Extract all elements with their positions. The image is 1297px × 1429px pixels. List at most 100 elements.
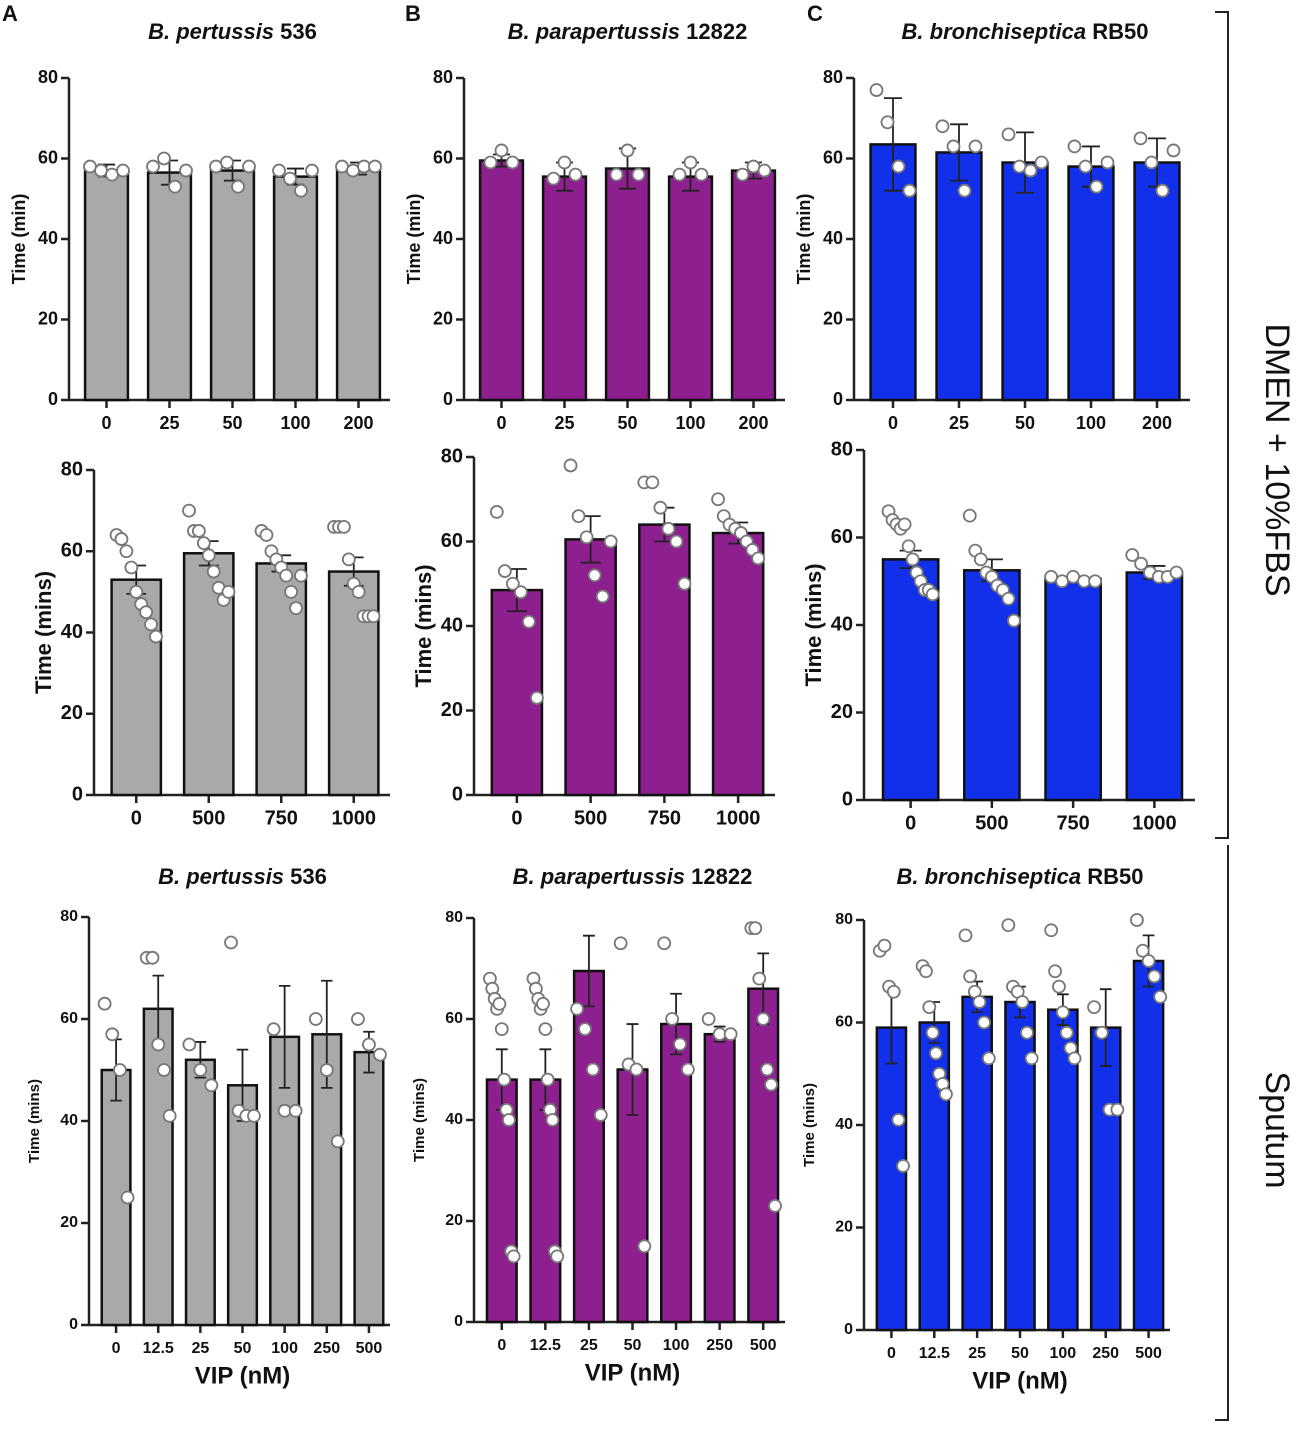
- data-point: [568, 167, 583, 182]
- x-tick-label: 0: [888, 413, 898, 433]
- bracket: [1215, 11, 1229, 1421]
- data-point: [723, 1027, 738, 1042]
- data-point: [901, 539, 916, 554]
- data-point: [631, 167, 646, 182]
- data-point: [201, 548, 216, 563]
- data-point: [1133, 131, 1148, 146]
- data-point: [366, 609, 381, 624]
- bar: [1089, 1026, 1122, 1332]
- data-point: [1088, 574, 1103, 589]
- x-tick-label: 25: [191, 1340, 209, 1357]
- x-tick-label: 50: [234, 1340, 252, 1357]
- data-point: [1147, 969, 1162, 984]
- x-tick-label: 0: [496, 413, 506, 433]
- data-point: [578, 1022, 592, 1036]
- y-axis-label: Time (mins): [801, 563, 826, 686]
- data-point: [958, 928, 973, 943]
- x-tick-label: 750: [648, 807, 681, 829]
- data-point: [259, 528, 274, 542]
- data-point: [757, 163, 772, 178]
- bar: [604, 167, 651, 402]
- data-point: [231, 179, 245, 194]
- data-point: [494, 143, 509, 158]
- data-point: [919, 964, 933, 979]
- data-point: [489, 505, 504, 519]
- bar: [209, 169, 256, 402]
- x-tick-label: 500: [356, 1340, 383, 1357]
- x-tick-label: 0: [497, 1337, 506, 1354]
- bar: [335, 167, 382, 402]
- data-point: [139, 605, 154, 620]
- bar: [110, 578, 163, 797]
- x-tick-label: 25: [949, 413, 969, 433]
- data-point: [220, 155, 234, 170]
- y-tick-label: 60: [831, 526, 853, 548]
- data-point: [362, 1037, 376, 1052]
- data-point: [294, 568, 308, 583]
- y-tick-label: 60: [823, 147, 843, 167]
- data-point: [305, 163, 319, 178]
- panel-label: A: [2, 1, 18, 26]
- data-point: [494, 1022, 509, 1036]
- x-tick-label: 100: [1050, 1345, 1077, 1362]
- y-tick-label: 60: [60, 1010, 78, 1027]
- x-tick-label: 200: [738, 413, 768, 433]
- title-strain: RB50: [1087, 864, 1143, 889]
- data-point: [124, 560, 139, 575]
- data-point: [279, 568, 294, 583]
- data-point: [677, 576, 692, 591]
- y-axis-label: Time (min): [404, 194, 424, 285]
- data-point: [756, 1012, 771, 1026]
- y-tick-label: 40: [433, 228, 453, 248]
- bar: [667, 175, 714, 402]
- data-point: [536, 996, 550, 1011]
- y-tick-label: 60: [445, 1010, 463, 1027]
- data-point: [1007, 613, 1021, 628]
- data-point: [585, 1062, 600, 1077]
- data-point: [1169, 565, 1184, 580]
- data-point: [925, 1025, 940, 1040]
- data-point: [973, 552, 988, 567]
- chart-title: B. bronchiseptica RB50: [897, 864, 1144, 889]
- x-tick-label: 500: [192, 807, 225, 829]
- bar: [703, 1032, 736, 1324]
- y-tick-label: 60: [835, 1014, 853, 1031]
- x-tick-label: 500: [574, 807, 607, 829]
- y-tick-label: 60: [61, 540, 83, 562]
- x-tick-label: 50: [624, 1337, 642, 1354]
- data-point: [112, 1063, 127, 1077]
- y-tick-label: 40: [835, 1116, 853, 1133]
- y-tick-label: 40: [61, 621, 83, 643]
- data-point: [694, 167, 709, 182]
- error-bar: [583, 934, 595, 1008]
- data-point: [151, 1037, 166, 1052]
- side-label: DMEN + 10%FBS: [1258, 323, 1296, 596]
- error-bar: [278, 984, 291, 1089]
- data-point: [129, 584, 144, 599]
- data-point: [288, 1103, 303, 1118]
- data-point: [1089, 179, 1104, 194]
- data-point: [319, 1063, 334, 1077]
- data-point: [764, 1077, 779, 1092]
- data-point: [1020, 1025, 1034, 1040]
- data-point: [483, 155, 498, 170]
- panel-label: B: [405, 1, 421, 26]
- bar: [963, 569, 1021, 802]
- y-tick-label: 80: [441, 445, 463, 467]
- x-tick-label: 50: [1011, 1345, 1029, 1362]
- bar: [478, 159, 525, 402]
- bar: [875, 1026, 908, 1332]
- side-label: Sputum: [1258, 1071, 1296, 1188]
- x-tick-label: 750: [1056, 812, 1089, 834]
- data-point: [620, 143, 635, 158]
- data-point: [182, 1037, 197, 1052]
- chart-title: B. pertussis 536: [148, 19, 317, 44]
- y-axis-label: Time (mins): [31, 571, 56, 694]
- y-tick-label: 0: [452, 783, 463, 805]
- bar: [541, 175, 588, 402]
- data-point: [891, 1112, 906, 1127]
- error-bar: [950, 123, 968, 182]
- data-point: [681, 1062, 695, 1077]
- data-point: [587, 568, 602, 583]
- data-point: [513, 585, 528, 600]
